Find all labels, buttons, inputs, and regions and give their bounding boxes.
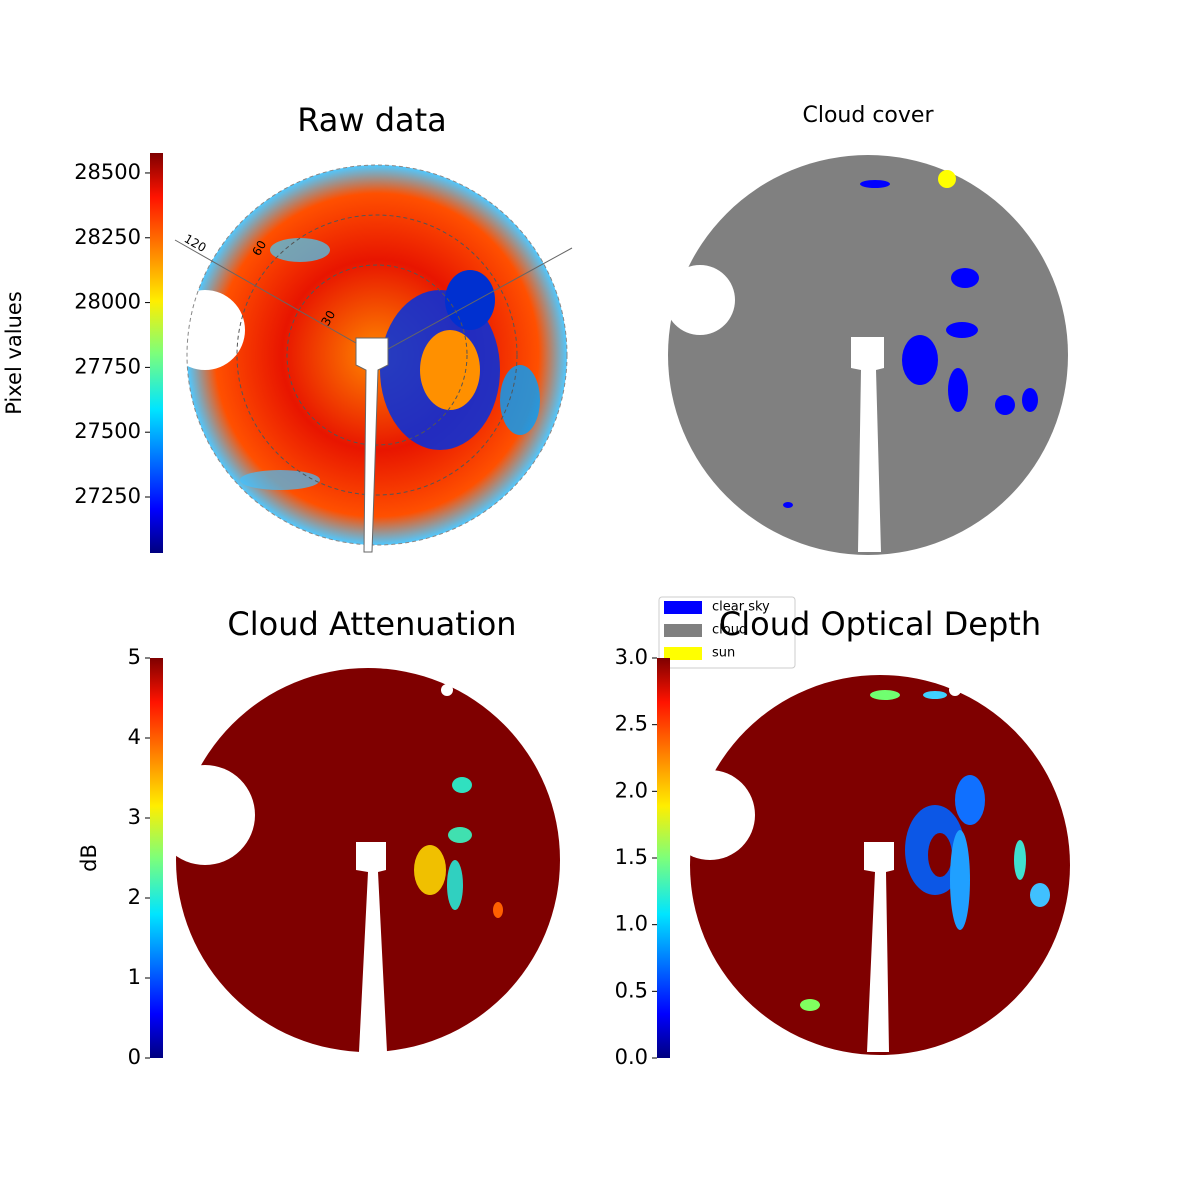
panel-title: Cloud Attenuation [227, 605, 516, 643]
polar-label: 60 [250, 238, 270, 258]
colorbar-label: Pixel values [2, 291, 26, 415]
legend-swatch [664, 624, 702, 637]
legend-swatch [664, 601, 702, 614]
legend-label: clear sky [712, 600, 770, 615]
cloud-cover-image [665, 155, 1068, 555]
legend-label: cloud [712, 623, 747, 638]
colorbar-tick-label: 0.0 [615, 1045, 648, 1069]
optical-depth-image [665, 675, 1070, 1055]
colorbar-tick-label: 5 [128, 645, 141, 669]
legend-swatch [664, 647, 702, 660]
colorbar-tick-label: 1.0 [615, 912, 648, 936]
colorbar-tick-label: 3 [128, 805, 141, 829]
colorbar-tick-label: 2.5 [615, 712, 648, 736]
colorbar-tick-label: 2.0 [615, 778, 648, 802]
raw-image [165, 164, 573, 553]
colorbar-tick-label: 4 [128, 725, 141, 749]
panel-title: Cloud cover [803, 103, 935, 128]
attenuation-image [155, 668, 560, 1052]
colorbar-label: dB [77, 844, 101, 872]
colorbar-tick-label: 1.5 [615, 845, 648, 869]
colorbar-tick-label: 1 [128, 965, 141, 989]
colorbar-tick-label: 27500 [74, 419, 141, 443]
colorbar-tick-label: 28250 [74, 225, 141, 249]
panel-title: Cloud Optical Depth [719, 605, 1041, 643]
colorbar-tick-label: 28500 [74, 160, 141, 184]
polar-label: 30 [319, 308, 339, 328]
legend-label: sun [712, 646, 735, 661]
colorbar-tick-label: 0.5 [615, 978, 648, 1002]
colorbar-tick-label: 27250 [74, 484, 141, 508]
colorbar [657, 658, 670, 1058]
colorbar-tick-label: 2 [128, 885, 141, 909]
panel-title: Raw data [297, 101, 447, 139]
colorbar [150, 658, 163, 1058]
colorbar [150, 153, 163, 553]
colorbar-tick-label: 3.0 [615, 645, 648, 669]
colorbar-tick-label: 27750 [74, 354, 141, 378]
colorbar-tick-label: 28000 [74, 290, 141, 314]
colorbar-tick-label: 0 [128, 1045, 141, 1069]
